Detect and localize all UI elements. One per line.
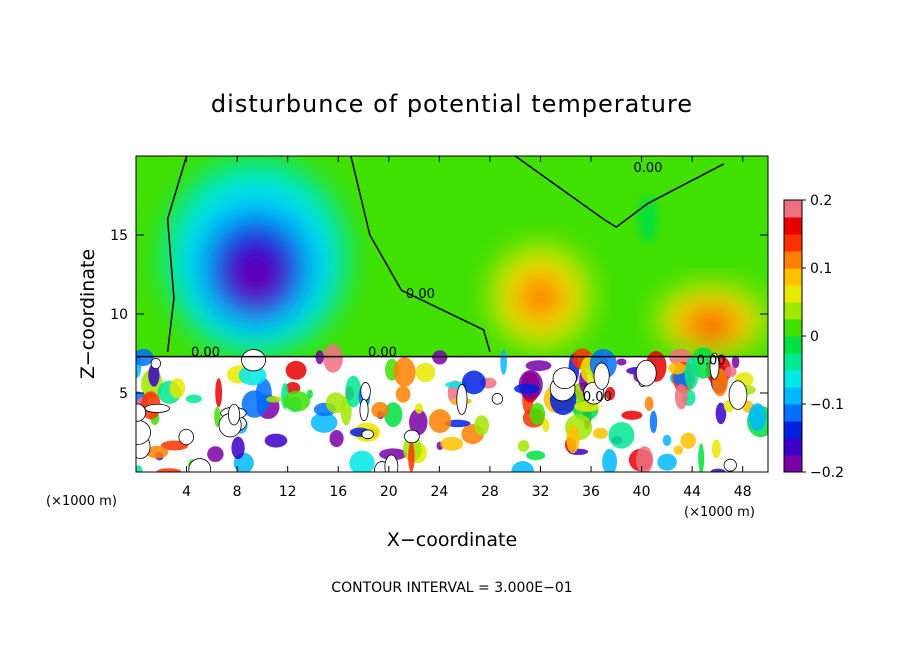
boundary-layer xyxy=(136,343,768,472)
warm-anomaly-2 xyxy=(480,234,601,357)
colorbar-swatch xyxy=(784,285,802,303)
contour-label-5: 0.00 xyxy=(697,354,726,369)
x-axis: 4 8 12 16 20 24 28 32 36 40 44 48 xyxy=(182,156,752,500)
x-tick-label: 8 xyxy=(233,484,242,500)
x-tick-label: 32 xyxy=(532,484,550,500)
y-tick-label: 15 xyxy=(110,228,128,244)
colorbar-swatch xyxy=(784,353,802,371)
colorbar-swatch xyxy=(784,370,802,388)
colorbar-swatch xyxy=(784,387,802,405)
x-tick-label: 44 xyxy=(683,484,701,500)
x-tick-label: 48 xyxy=(734,484,752,500)
contour-label-3: 0.00 xyxy=(191,346,220,361)
cold-anomaly-1 xyxy=(161,156,351,357)
colorbar-swatch xyxy=(784,404,802,422)
colorbar-swatch xyxy=(784,438,802,456)
y-tick-label: 5 xyxy=(119,386,128,402)
contour-label-6: 0.00 xyxy=(583,390,612,405)
contour-interval-note: CONTOUR INTERVAL = 3.000E−01 xyxy=(331,580,572,596)
zero-contour-left xyxy=(166,156,188,353)
zero-contour-middle xyxy=(350,156,491,353)
x-tick-label: 12 xyxy=(279,484,297,500)
colorbar-tick-label: 0 xyxy=(810,329,819,345)
colorbar-swatch xyxy=(784,336,802,354)
colorbar-swatch xyxy=(784,268,802,286)
x-tick-label: 24 xyxy=(430,484,448,500)
colorbar-tick-label: −0.2 xyxy=(810,465,844,481)
colorbar-swatch xyxy=(784,200,802,218)
colorbar-swatch xyxy=(784,421,802,439)
x-unit-left: (×1000 m) xyxy=(46,494,117,509)
colorbar: −0.2 −0.1 0 0.1 0.2 xyxy=(783,193,844,481)
y-axis: 5 10 15 xyxy=(110,228,768,402)
y-tick-label: 10 xyxy=(110,307,128,323)
y-axis-label: Z−coordinate xyxy=(77,249,99,379)
colorbar-swatch xyxy=(784,302,802,320)
colorbar-swatch xyxy=(784,455,802,473)
colorbar-swatch xyxy=(784,251,802,269)
colorbar-tick-label: −0.1 xyxy=(810,397,844,413)
chart-title: disturbunce of potential temperature xyxy=(211,90,693,118)
colorbar-swatch xyxy=(784,234,802,252)
colorbar-tick-label: 0.1 xyxy=(810,261,832,277)
contour-label-1: 0.00 xyxy=(633,161,662,176)
x-axis-label: X−coordinate xyxy=(387,529,517,551)
x-tick-label: 36 xyxy=(582,484,600,500)
x-unit-right: (×1000 m) xyxy=(684,505,755,520)
x-tick-label: 16 xyxy=(329,484,347,500)
x-tick-label: 4 xyxy=(182,484,191,500)
x-tick-label: 40 xyxy=(633,484,651,500)
colorbar-swatch xyxy=(784,217,802,235)
x-tick-label: 20 xyxy=(380,484,398,500)
contour-label-2: 0.00 xyxy=(406,287,435,302)
contour-label-4: 0.00 xyxy=(368,346,397,361)
zero-contour-right xyxy=(514,156,725,229)
plot-area: 0.00 0.00 0.00 0.00 0.00 0.00 xyxy=(136,156,768,472)
colorbar-tick-label: 0.2 xyxy=(810,193,832,209)
colorbar-swatch xyxy=(784,319,802,337)
x-tick-label: 28 xyxy=(481,484,499,500)
warm-anomaly-3 xyxy=(654,282,768,357)
